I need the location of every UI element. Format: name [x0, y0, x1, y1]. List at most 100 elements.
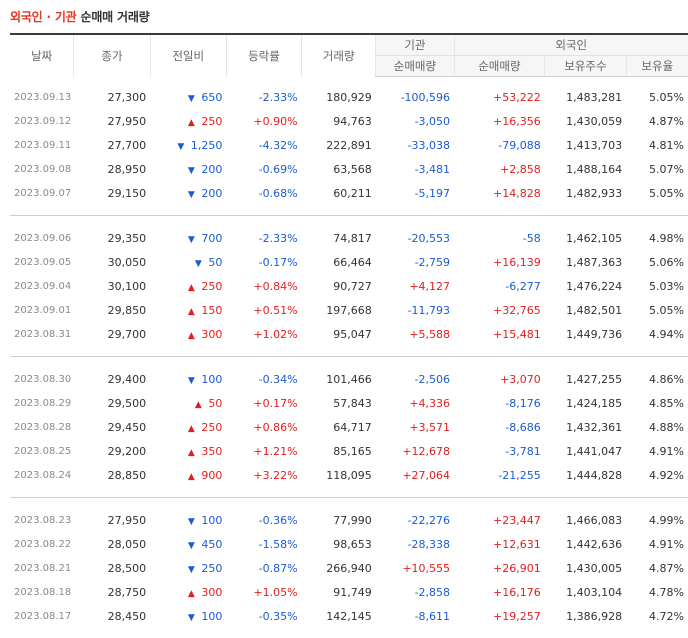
cell-date: 2023.08.25 [10, 439, 74, 463]
cell-inst-net: -28,338 [376, 532, 454, 556]
up-arrow-icon: ▲ [187, 307, 196, 317]
cell-close: 29,700 [74, 322, 150, 346]
cell-close: 27,300 [74, 85, 150, 109]
cell-rate: -0.34% [226, 367, 301, 391]
cell-close: 27,700 [74, 133, 150, 157]
cell-volume: 77,990 [302, 508, 376, 532]
cell-change: ▼ 200 [150, 181, 226, 205]
row-spacer [10, 346, 688, 357]
down-arrow-icon: ▼ [176, 142, 185, 152]
page-title: 외국인 · 기관 순매매 거래량 [10, 8, 150, 25]
cell-foreign-net: +16,139 [454, 250, 545, 274]
cell-change: ▲ 150 [150, 298, 226, 322]
row-spacer [10, 216, 688, 226]
cell-ratio: 5.06% [626, 250, 688, 274]
up-arrow-icon: ▲ [187, 331, 196, 341]
cell-foreign-net: -21,255 [454, 463, 545, 487]
cell-close: 28,050 [74, 532, 150, 556]
cell-ratio: 4.81% [626, 133, 688, 157]
down-arrow-icon: ▼ [187, 565, 196, 575]
up-arrow-icon: ▲ [187, 118, 196, 128]
cell-ratio: 4.87% [626, 109, 688, 133]
group-institution: 기관 [376, 34, 454, 56]
cell-holdings: 1,441,047 [545, 439, 626, 463]
cell-holdings: 1,386,928 [545, 604, 626, 628]
cell-rate: +1.05% [226, 580, 301, 604]
cell-volume: 197,668 [302, 298, 376, 322]
col-holding-ratio: 보유율 [626, 56, 688, 77]
cell-rate: -2.33% [226, 226, 301, 250]
cell-ratio: 4.91% [626, 532, 688, 556]
trading-table: 날짜 종가 전일비 등락률 거래량 기관 외국인 순매매량 순매매량 보유주수 … [10, 33, 688, 638]
cell-date: 2023.08.30 [10, 367, 74, 391]
cell-rate: -0.68% [226, 181, 301, 205]
title-highlight: 외국인 · 기관 [10, 10, 77, 24]
cell-ratio: 4.72% [626, 604, 688, 628]
cell-volume: 90,727 [302, 274, 376, 298]
row-spacer [10, 628, 688, 638]
cell-volume: 60,211 [302, 181, 376, 205]
col-volume: 거래량 [302, 34, 376, 77]
cell-holdings: 1,482,933 [545, 181, 626, 205]
cell-close: 28,850 [74, 463, 150, 487]
cell-holdings: 1,482,501 [545, 298, 626, 322]
cell-change: ▼ 200 [150, 157, 226, 181]
cell-change: ▼ 700 [150, 226, 226, 250]
cell-change: ▲ 250 [150, 109, 226, 133]
down-arrow-icon: ▼ [187, 235, 196, 245]
cell-volume: 91,749 [302, 580, 376, 604]
cell-change: ▼ 650 [150, 85, 226, 109]
cell-rate: -0.35% [226, 604, 301, 628]
cell-rate: +0.17% [226, 391, 301, 415]
cell-foreign-net: +3,070 [454, 367, 545, 391]
cell-rate: -1.58% [226, 532, 301, 556]
cell-holdings: 1,430,059 [545, 109, 626, 133]
cell-date: 2023.08.18 [10, 580, 74, 604]
cell-change: ▲ 50 [150, 391, 226, 415]
cell-close: 29,450 [74, 415, 150, 439]
cell-rate: +0.90% [226, 109, 301, 133]
cell-change: ▲ 300 [150, 322, 226, 346]
cell-holdings: 1,466,083 [545, 508, 626, 532]
cell-holdings: 1,413,703 [545, 133, 626, 157]
cell-close: 30,100 [74, 274, 150, 298]
cell-close: 28,950 [74, 157, 150, 181]
cell-foreign-net: +26,901 [454, 556, 545, 580]
cell-close: 29,350 [74, 226, 150, 250]
cell-inst-net: -11,793 [376, 298, 454, 322]
up-arrow-icon: ▲ [187, 472, 196, 482]
down-arrow-icon: ▼ [187, 517, 196, 527]
cell-inst-net: -5,197 [376, 181, 454, 205]
cell-holdings: 1,442,636 [545, 532, 626, 556]
col-rate: 등락률 [226, 34, 301, 77]
cell-date: 2023.08.28 [10, 415, 74, 439]
cell-volume: 57,843 [302, 391, 376, 415]
cell-rate: +1.21% [226, 439, 301, 463]
cell-close: 29,500 [74, 391, 150, 415]
cell-holdings: 1,462,105 [545, 226, 626, 250]
title-rest: 순매매 거래량 [77, 10, 150, 24]
cell-volume: 74,817 [302, 226, 376, 250]
cell-foreign-net: +19,257 [454, 604, 545, 628]
cell-rate: +0.84% [226, 274, 301, 298]
cell-inst-net: -2,506 [376, 367, 454, 391]
cell-rate: +3.22% [226, 463, 301, 487]
cell-ratio: 4.98% [626, 226, 688, 250]
cell-volume: 85,165 [302, 439, 376, 463]
cell-rate: -0.87% [226, 556, 301, 580]
up-arrow-icon: ▲ [194, 400, 203, 410]
row-spacer [10, 498, 688, 508]
cell-volume: 266,940 [302, 556, 376, 580]
cell-change: ▲ 250 [150, 415, 226, 439]
cell-close: 27,950 [74, 508, 150, 532]
cell-date: 2023.09.08 [10, 157, 74, 181]
